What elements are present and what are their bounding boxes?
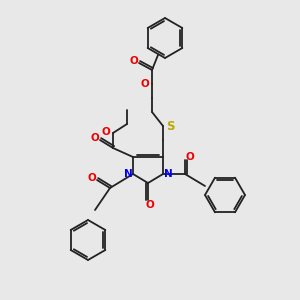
Text: O: O bbox=[102, 127, 110, 137]
Text: O: O bbox=[186, 152, 194, 162]
Text: O: O bbox=[88, 173, 96, 183]
Text: O: O bbox=[141, 79, 149, 89]
Text: N: N bbox=[124, 169, 132, 179]
Text: O: O bbox=[91, 133, 99, 143]
Text: O: O bbox=[146, 200, 154, 210]
Text: O: O bbox=[130, 56, 138, 66]
Text: S: S bbox=[166, 119, 174, 133]
Text: N: N bbox=[164, 169, 172, 179]
